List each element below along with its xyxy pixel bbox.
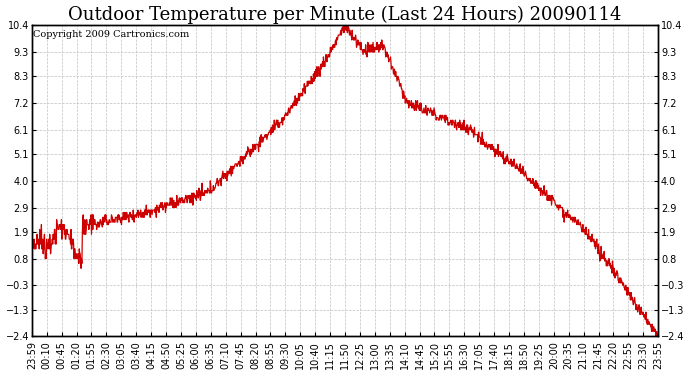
Text: Copyright 2009 Cartronics.com: Copyright 2009 Cartronics.com — [33, 30, 189, 39]
Title: Outdoor Temperature per Minute (Last 24 Hours) 20090114: Outdoor Temperature per Minute (Last 24 … — [68, 6, 622, 24]
